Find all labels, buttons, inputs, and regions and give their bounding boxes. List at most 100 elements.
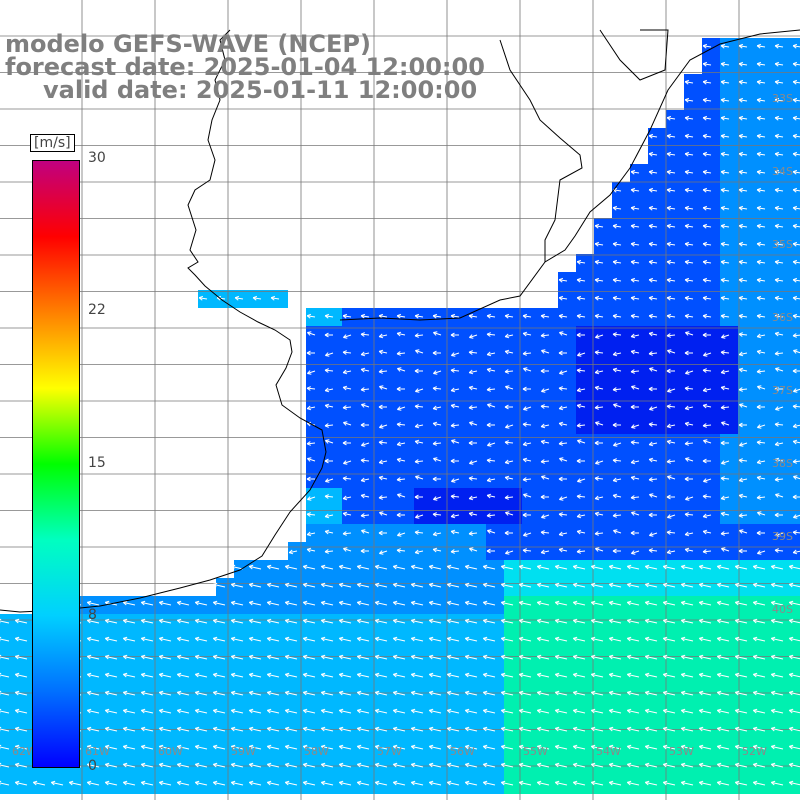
wind-arrow: [464, 582, 478, 588]
latitude-label: 39S: [772, 530, 793, 543]
wind-arrow: [774, 169, 784, 175]
wind-arrow: [720, 476, 730, 481]
wind-arrow: [666, 368, 675, 374]
wind-arrow: [379, 511, 388, 516]
wind-arrow: [324, 458, 333, 464]
wind-arrow: [613, 442, 622, 447]
wind-arrow: [648, 313, 658, 319]
wind-arrow: [320, 582, 334, 588]
wind-arrow: [648, 187, 658, 193]
wind-arrow: [703, 439, 712, 444]
wind-arrow: [306, 350, 315, 356]
wind-arrow: [576, 368, 586, 373]
wind-arrow: [720, 187, 730, 193]
wind-arrow: [774, 441, 784, 447]
wind-arrow: [414, 494, 423, 500]
wind-arrow: [559, 496, 568, 501]
wind-arrow: [774, 313, 784, 319]
wind-arrow: [572, 582, 586, 588]
wind-arrow: [576, 529, 586, 535]
wind-arrow: [666, 549, 676, 555]
wind-arrow: [306, 476, 315, 482]
wind-arrow: [378, 475, 388, 481]
wind-arrow: [432, 405, 442, 411]
wind-arrow: [684, 79, 694, 85]
wind-arrow: [720, 43, 730, 49]
wind-arrow: [306, 313, 316, 319]
wind-arrow: [379, 385, 388, 390]
wind-arrow: [630, 404, 639, 410]
wind-arrow: [666, 313, 676, 319]
wind-arrow: [612, 313, 622, 319]
wind-arrow: [415, 388, 424, 393]
wind-arrow: [720, 495, 730, 501]
wind-arrow: [666, 241, 676, 247]
wind-arrow: [666, 423, 676, 429]
wind-arrow: [450, 458, 459, 464]
wind-arrow: [468, 476, 478, 481]
wind-arrow: [774, 97, 784, 103]
wind-arrow: [342, 405, 352, 410]
wind-arrow: [558, 313, 568, 319]
wind-arrow: [756, 79, 766, 85]
wind-arrow: [774, 477, 784, 482]
wind-arrow: [612, 351, 622, 357]
wind-arrow: [414, 530, 424, 535]
wind-arrow: [558, 421, 568, 427]
latitude-label: 33S: [772, 92, 793, 105]
wind-arrow: [684, 350, 693, 356]
wind-arrow: [576, 259, 586, 265]
wind-arrow: [648, 512, 657, 518]
wind-arrow: [396, 512, 405, 518]
wind-arrow: [487, 442, 496, 447]
wind-arrow: [702, 332, 711, 338]
wind-speed-cell: [792, 398, 800, 416]
wind-arrow: [540, 404, 550, 409]
latitude-label: 35S: [772, 238, 793, 251]
wind-speed-cell: [792, 92, 800, 110]
wind-arrow: [576, 295, 586, 301]
wind-arrow: [685, 457, 694, 462]
wind-arrow: [559, 370, 568, 375]
wind-arrow: [414, 439, 424, 445]
wind-arrow: [504, 530, 513, 536]
wind-arrow: [594, 313, 604, 319]
wind-arrow: [685, 370, 694, 375]
wind-arrow: [450, 332, 459, 338]
wind-arrow: [378, 440, 388, 445]
wind-arrow: [302, 564, 316, 570]
wind-arrow: [774, 295, 784, 301]
wind-arrow: [486, 332, 496, 337]
wind-arrow: [774, 351, 784, 356]
wind-arrow: [756, 277, 766, 283]
wind-arrow: [410, 582, 424, 588]
wind-arrow: [378, 349, 388, 355]
wind-arrow: [648, 133, 658, 139]
wind-arrow: [721, 421, 730, 426]
wind-arrow: [702, 529, 712, 535]
wind-arrow: [451, 352, 460, 357]
wind-arrow: [649, 367, 658, 372]
wind-arrow: [662, 582, 676, 588]
wind-arrow: [702, 295, 712, 301]
wind-arrow: [595, 421, 604, 426]
wind-arrow: [504, 369, 514, 374]
wind-arrow: [523, 532, 532, 537]
wind-arrow: [504, 475, 514, 481]
wind-arrow: [630, 241, 640, 247]
wind-arrow: [414, 423, 424, 429]
wind-arrow: [684, 187, 694, 193]
wind-arrow: [307, 496, 316, 501]
wind-arrow: [266, 582, 280, 588]
wind-arrow: [325, 352, 334, 357]
wind-arrow: [630, 259, 640, 265]
wind-arrow: [738, 332, 748, 337]
wind-arrow: [468, 350, 478, 355]
wind-arrow: [738, 115, 748, 121]
wind-arrow: [536, 582, 550, 588]
longitude-label: 58W: [304, 745, 329, 758]
wind-arrow: [325, 439, 334, 444]
wind-arrow: [342, 531, 352, 536]
wind-arrow: [720, 133, 730, 139]
